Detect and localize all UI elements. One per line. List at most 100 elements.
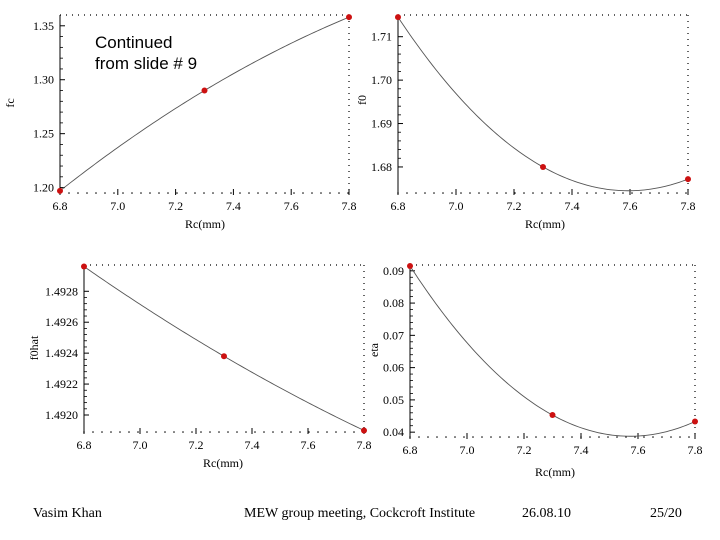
x-axis-label: Rc(mm) xyxy=(185,217,225,231)
y-tick-label: 0.04 xyxy=(383,425,404,439)
x-axis-dot xyxy=(122,192,124,194)
x-axis-dot xyxy=(77,192,79,194)
x-axis-dot xyxy=(571,436,573,438)
x-axis-dot xyxy=(92,431,94,433)
x-axis-dot xyxy=(236,431,238,433)
x-tick-label: 7.8 xyxy=(342,199,357,213)
x-axis-dot xyxy=(335,431,337,433)
x-axis-dot xyxy=(239,192,241,194)
x-axis-label: Rc(mm) xyxy=(535,465,575,479)
continued-note: Continued from slide # 9 xyxy=(95,32,197,74)
y-tick-label: 0.08 xyxy=(383,296,404,310)
x-axis-dot xyxy=(598,436,600,438)
x-axis-dot xyxy=(110,431,112,433)
x-axis-dot xyxy=(155,431,157,433)
y-tick-label: 0.07 xyxy=(383,328,404,342)
x-axis-dot xyxy=(445,436,447,438)
y-tick-label: 1.35 xyxy=(33,19,54,33)
x-axis-dot xyxy=(137,431,139,433)
x-tick-label: 7.8 xyxy=(681,199,696,213)
x-axis-dot xyxy=(418,436,420,438)
x-axis-dot xyxy=(167,192,169,194)
x-tick-label: 7.4 xyxy=(226,199,241,213)
x-axis-dot xyxy=(290,431,292,433)
data-point xyxy=(549,412,556,419)
x-axis-dot xyxy=(406,192,408,194)
y-tick-label: 0.06 xyxy=(383,361,404,375)
x-axis-dot xyxy=(275,192,277,194)
x-axis-dot xyxy=(517,436,519,438)
x-tick-label: 7.0 xyxy=(460,443,475,457)
x-axis-dot xyxy=(685,192,687,194)
x-tick-label: 7.0 xyxy=(133,438,148,452)
x-axis-dot xyxy=(158,192,160,194)
x-axis-dot xyxy=(140,192,142,194)
y-tick-label: 1.4924 xyxy=(45,346,78,360)
x-axis-dot xyxy=(317,431,319,433)
footer-page-number: 25/20 xyxy=(650,506,682,521)
x-axis-dot xyxy=(553,436,555,438)
x-axis-dot xyxy=(523,192,525,194)
x-axis-dot xyxy=(164,431,166,433)
x-axis-dot xyxy=(200,431,202,433)
x-tick-label: 7.0 xyxy=(449,199,464,213)
x-axis-dot xyxy=(535,436,537,438)
x-axis-dot xyxy=(131,192,133,194)
x-axis-dot xyxy=(550,192,552,194)
x-axis-dot xyxy=(661,436,663,438)
x-axis-dot xyxy=(338,192,340,194)
fit-curve xyxy=(83,266,365,431)
x-axis-dot xyxy=(667,192,669,194)
x-axis-dot xyxy=(68,192,70,194)
x-axis-dot xyxy=(496,192,498,194)
x-axis-dot xyxy=(104,192,106,194)
x-axis-dot xyxy=(688,436,690,438)
x-axis-dot xyxy=(424,192,426,194)
x-axis-dot xyxy=(245,431,247,433)
x-axis-dot xyxy=(670,436,672,438)
data-point xyxy=(540,163,546,170)
x-axis-dot xyxy=(326,431,328,433)
x-axis-dot xyxy=(505,192,507,194)
y-tick-label: 1.4920 xyxy=(45,408,78,422)
x-tick-label: 7.4 xyxy=(574,443,589,457)
x-axis-dot xyxy=(191,431,193,433)
y-tick-label: 1.25 xyxy=(33,127,54,141)
x-axis-dot xyxy=(281,431,283,433)
x-axis-dot xyxy=(101,431,103,433)
x-axis-dot xyxy=(230,192,232,194)
y-tick-label: 1.30 xyxy=(33,73,54,87)
x-axis-dot xyxy=(185,192,187,194)
x-axis-label: Rc(mm) xyxy=(203,456,243,470)
x-axis-dot xyxy=(272,431,274,433)
footer-date: 26.08.10 xyxy=(522,506,571,521)
y-tick-label: 1.68 xyxy=(371,160,392,174)
x-axis-dot xyxy=(643,436,645,438)
x-axis-dot xyxy=(113,192,115,194)
x-axis-dot xyxy=(463,436,465,438)
x-tick-label: 7.8 xyxy=(688,443,703,457)
x-axis-dot xyxy=(128,431,130,433)
y-axis-label: f0hat xyxy=(27,335,41,360)
x-axis-dot xyxy=(257,192,259,194)
data-point xyxy=(407,262,413,269)
x-axis-dot xyxy=(311,192,313,194)
x-tick-label: 7.6 xyxy=(631,443,646,457)
y-tick-label: 0.05 xyxy=(383,393,404,407)
x-axis-dot xyxy=(409,436,411,438)
x-axis-dot xyxy=(514,192,516,194)
x-tick-label: 7.0 xyxy=(110,199,125,213)
x-axis-dot xyxy=(478,192,480,194)
data-point xyxy=(361,427,367,434)
y-tick-label: 1.4922 xyxy=(45,377,78,391)
x-axis-dot xyxy=(218,431,220,433)
x-tick-label: 7.6 xyxy=(301,438,316,452)
x-tick-label: 6.8 xyxy=(53,199,68,213)
y-tick-label: 1.70 xyxy=(371,73,392,87)
x-axis-dot xyxy=(631,192,633,194)
x-axis-dot xyxy=(658,192,660,194)
y-tick-label: 1.69 xyxy=(371,117,392,131)
x-axis-dot xyxy=(622,192,624,194)
x-tick-label: 7.6 xyxy=(284,199,299,213)
x-axis-dot xyxy=(526,436,528,438)
